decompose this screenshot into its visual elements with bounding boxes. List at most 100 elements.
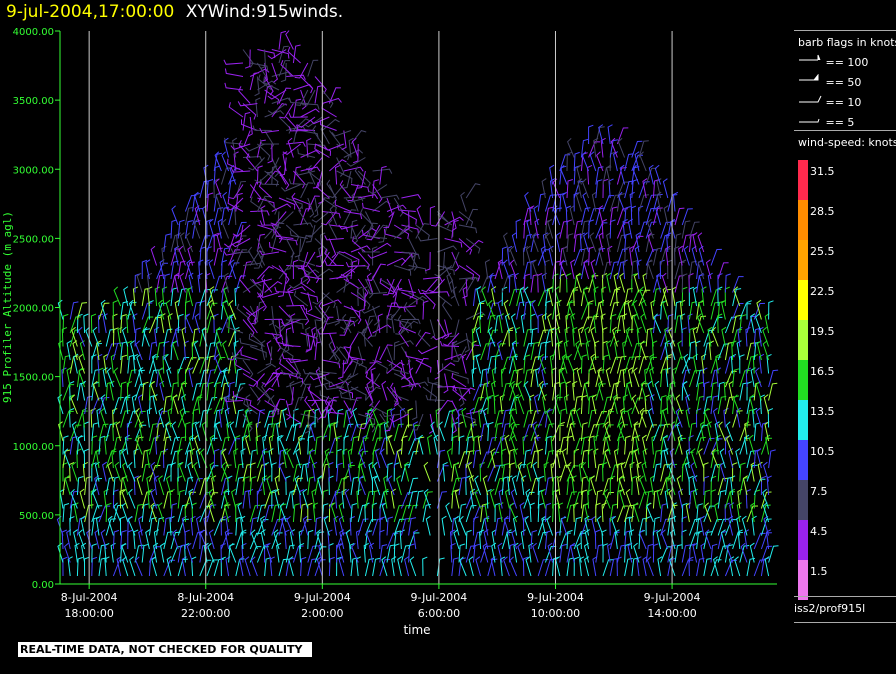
- wind-barb: [186, 259, 194, 280]
- wind-barb: [276, 319, 282, 340]
- wind-barb: [220, 516, 226, 536]
- wind-barb: [638, 409, 649, 428]
- wind-barb: [572, 380, 578, 401]
- wind-barb: [124, 434, 130, 455]
- wind-barb: [430, 211, 446, 227]
- wind-barb: [408, 367, 417, 388]
- wind-barb: [314, 76, 327, 94]
- wind-barb: [372, 437, 383, 455]
- wind-barb: [680, 259, 687, 280]
- wind-barb: [609, 288, 620, 307]
- wind-barb: [200, 448, 208, 469]
- wind-barb: [739, 303, 752, 320]
- wind-barb: [114, 461, 122, 482]
- wind-barb: [268, 400, 280, 418]
- wind-barb: [697, 313, 705, 334]
- wind-barb: [145, 259, 151, 280]
- wind-barb: [605, 367, 611, 388]
- wind-barb: [307, 170, 322, 187]
- wind-barb: [660, 221, 672, 239]
- wind-barb: [163, 516, 172, 536]
- wind-barb: [552, 489, 559, 509]
- wind-barb: [588, 356, 599, 374]
- wind-barb: [163, 273, 170, 293]
- wind-barb: [469, 475, 474, 496]
- wind-barb: [696, 503, 703, 523]
- wind-barb: [592, 556, 598, 577]
- wind-barb: [552, 396, 563, 415]
- wind-barb: [357, 278, 369, 298]
- wind-barb: [712, 407, 719, 428]
- wind-barb: [264, 89, 280, 105]
- wind-barb: [184, 543, 190, 563]
- wind-barb: [400, 463, 411, 482]
- wind-barb: [501, 356, 513, 374]
- wind-barb: [508, 462, 516, 482]
- wind-barb: [760, 422, 768, 442]
- wind-barb: [181, 326, 187, 347]
- wind-barb: [471, 340, 477, 361]
- wind-barb: [259, 220, 280, 226]
- wind-barb: [312, 292, 330, 305]
- wind-barb: [274, 319, 294, 329]
- wind-barb: [208, 488, 215, 509]
- wind-barb: [192, 208, 203, 226]
- wind-barb: [588, 246, 595, 266]
- wind-barb: [390, 488, 396, 509]
- wind-barb: [208, 502, 215, 523]
- wind-barb: [403, 461, 410, 482]
- wind-barb: [227, 475, 233, 496]
- wind-barb: [489, 488, 496, 509]
- wind-barb: [213, 232, 220, 252]
- wind-barb: [724, 502, 730, 523]
- wind-barb: [146, 407, 152, 428]
- wind-barb: [95, 515, 102, 536]
- wind-barb: [82, 461, 89, 482]
- wind-barb: [588, 367, 594, 388]
- wind-barb: [667, 557, 676, 577]
- wind-barb: [399, 321, 416, 334]
- wind-barb: [228, 249, 241, 266]
- wind-barb: [714, 421, 720, 442]
- wind-barb: [336, 435, 343, 455]
- wind-barb: [469, 407, 475, 428]
- wind-barb: [258, 74, 273, 91]
- wind-barb: [343, 400, 354, 420]
- wind-barb: [559, 259, 568, 280]
- wind-barb: [206, 302, 218, 320]
- wind-barb: [307, 195, 320, 212]
- wind-barb: [372, 407, 381, 428]
- wind-barb: [68, 408, 75, 428]
- wind-barb: [589, 151, 597, 172]
- wind-barb: [215, 178, 222, 199]
- wind-barb: [530, 410, 541, 428]
- wind-barb: [105, 502, 112, 523]
- wind-barb: [379, 344, 393, 361]
- wind-barb: [397, 205, 416, 212]
- wind-barb: [544, 423, 555, 442]
- wind-barb: [148, 369, 159, 388]
- wind-barb: [231, 238, 251, 248]
- speed-level-label: 22.5: [810, 285, 835, 298]
- wind-barb: [497, 340, 503, 361]
- wind-barb: [357, 450, 369, 469]
- wind-barb: [510, 421, 518, 442]
- wind-barb: [444, 238, 463, 248]
- wind-barb: [609, 397, 621, 415]
- wind-barb: [631, 423, 641, 442]
- wind-barb: [534, 218, 540, 239]
- wind-barb: [758, 326, 764, 347]
- wind-barb: [544, 259, 550, 280]
- wind-barb: [278, 87, 292, 104]
- wind-barb: [235, 435, 241, 455]
- wind-barb: [126, 313, 132, 334]
- wind-barb: [213, 247, 223, 266]
- wind-barb: [453, 346, 467, 363]
- wind-barb: [276, 211, 294, 224]
- wind-barb: [249, 517, 258, 536]
- wind-barb: [531, 232, 539, 253]
- wind-barb: [542, 232, 549, 253]
- wind-barb: [437, 362, 456, 374]
- wind-barb: [742, 475, 748, 496]
- wind-barb: [710, 519, 723, 536]
